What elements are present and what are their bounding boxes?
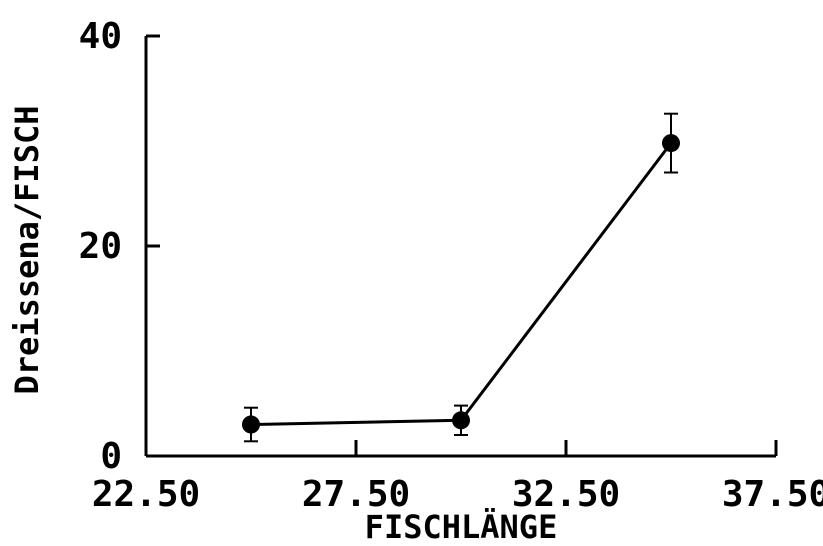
axes bbox=[144, 36, 776, 458]
x-tick-label: 22.50 bbox=[92, 474, 200, 515]
y-tick-label: 20 bbox=[79, 226, 122, 267]
y-axis-title: Dreissena/FISCH bbox=[8, 106, 46, 395]
x-tick-label: 32.50 bbox=[512, 474, 620, 515]
y-tick-label: 40 bbox=[79, 16, 122, 57]
x-tick-label: 37.50 bbox=[722, 474, 823, 515]
series-line bbox=[250, 142, 673, 426]
data-point bbox=[242, 415, 260, 434]
series-layer bbox=[242, 112, 680, 443]
x-axis-title: FISCHLÄNGE bbox=[365, 508, 558, 546]
y-tick-label: 0 bbox=[100, 436, 122, 477]
data-point bbox=[662, 134, 680, 153]
tick-labels: 22.50 27.50 32.50 37.50 0 20 40 bbox=[79, 16, 823, 515]
data-point bbox=[452, 411, 470, 430]
ticks bbox=[144, 34, 778, 458]
x-tick-label: 27.50 bbox=[302, 474, 410, 515]
